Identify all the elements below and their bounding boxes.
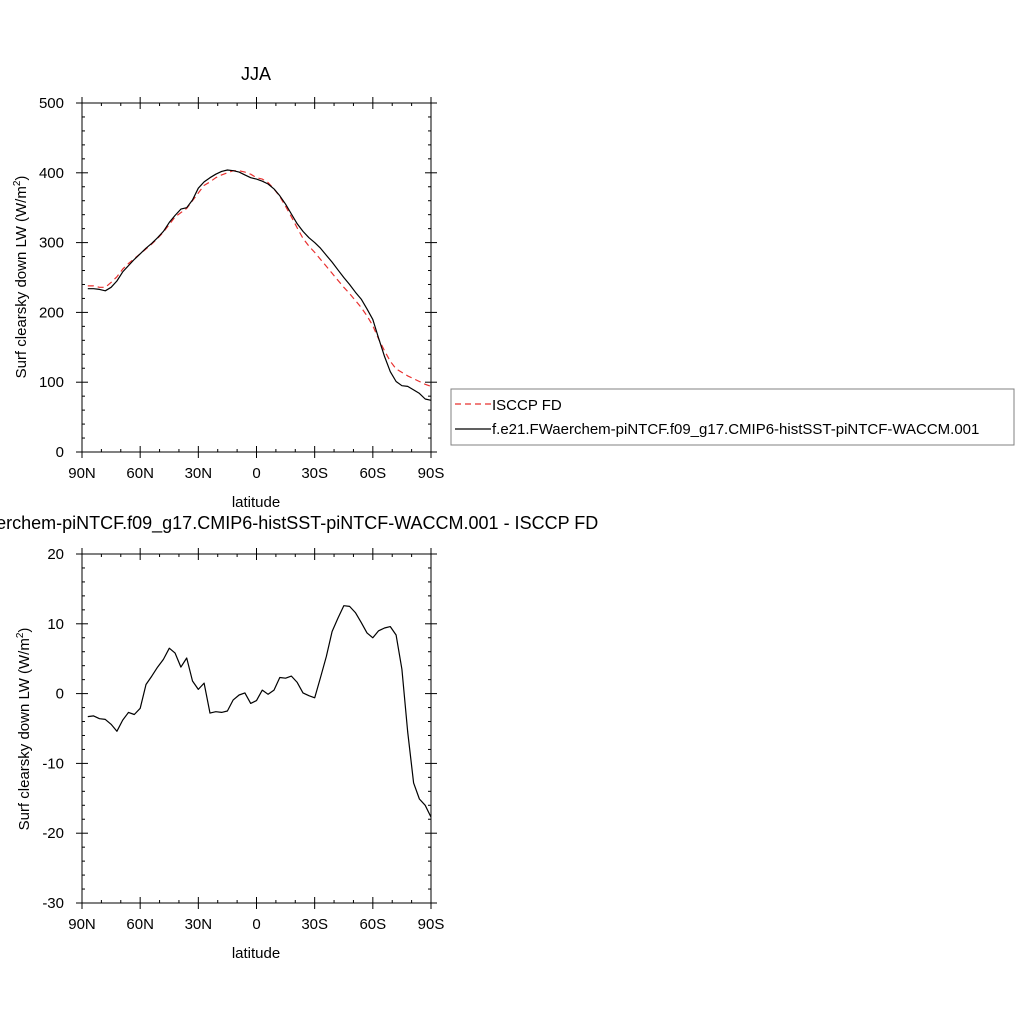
top-panel-frame [81, 102, 432, 453]
x-tick-label: 90S [418, 465, 445, 482]
top-panel-ticks: 90N 60N 30N 0 30S 60S 90S 0 100 200 300 400 500 [39, 95, 444, 482]
x-tick-label: 60S [359, 916, 386, 933]
bottom-series-line-0 [87, 605, 432, 818]
y-tick-label: 200 [39, 304, 64, 321]
bottom-panel-series [87, 605, 432, 818]
x-tick-label: 60S [359, 465, 386, 482]
top-series-line-0 [87, 170, 432, 387]
y-tick-label: 0 [56, 444, 64, 461]
y-tick-label: -30 [42, 895, 64, 912]
x-tick-label: 30S [301, 916, 328, 933]
bottom-panel-title: f.e21.FWaerchem-piNTCF.f09_g17.CMIP6-his… [0, 513, 598, 534]
bottom-panel-frame [81, 553, 432, 904]
bottom-panel-ylabel: Surf clearsky down LW (W/m2) [15, 628, 33, 831]
bottom-panel-ticks: 90N 60N 30N 0 30S 60S 90S -30 -20 -10 0 10 20 [42, 546, 444, 933]
top-panel: JJA 90N 60N 30N 0 30S 60S 90S0100200300400500 … [12, 64, 444, 511]
x-tick-label: 0 [252, 465, 260, 482]
x-tick-label: 30N [185, 465, 213, 482]
x-tick-label: 60N [126, 465, 154, 482]
y-tick-label: -10 [42, 755, 64, 772]
x-tick-label: 30S [301, 465, 328, 482]
x-tick-label: 0 [252, 916, 260, 933]
legend-box [450, 388, 1015, 446]
y-tick-label: 500 [39, 95, 64, 112]
top-series-line-1 [87, 169, 432, 401]
x-tick-label: 90N [68, 916, 96, 933]
bottom-panel: f.e21.FWaerchem-piNTCF.f09_g17.CMIP6-his… [0, 513, 598, 962]
y-tick-label: 10 [47, 616, 64, 633]
x-tick-label: 90S [418, 916, 445, 933]
y-tick-label: 0 [56, 686, 64, 703]
y-tick-label: 20 [47, 546, 64, 563]
top-panel-ylabel: Surf clearsky down LW (W/m2) [12, 176, 30, 379]
legend-label-isccp: ISCCP FD [492, 397, 562, 414]
x-tick-label: 30N [185, 916, 213, 933]
top-panel-xlabel: latitude [232, 494, 280, 511]
legend: ISCCP FD f.e21.FWaerchem-piNTCF.f09_g17.… [450, 388, 1015, 446]
x-tick-label: 90N [68, 465, 96, 482]
legend-label-model: f.e21.FWaerchem-piNTCF.f09_g17.CMIP6-his… [492, 421, 979, 438]
bottom-panel-xlabel: latitude [232, 945, 280, 962]
top-panel-series [87, 169, 432, 401]
y-tick-label: 100 [39, 374, 64, 391]
y-tick-label: -20 [42, 825, 64, 842]
y-tick-label: 300 [39, 235, 64, 252]
y-tick-label: 400 [39, 165, 64, 182]
x-tick-label: 60N [126, 916, 154, 933]
top-panel-title: JJA [241, 64, 271, 84]
